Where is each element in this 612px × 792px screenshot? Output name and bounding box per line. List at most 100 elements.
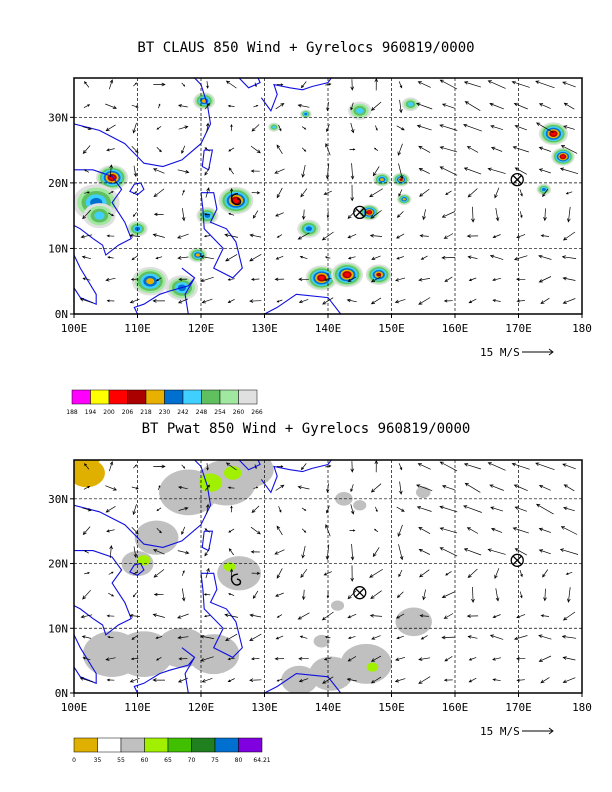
wind-vector [105, 506, 116, 513]
top-panel-title: BT CLAUS 850 Wind + Gyrelocs 960819/0000 [137, 40, 475, 56]
colorbar-level-label: 65 [164, 757, 172, 764]
panel-bottom: 100E 110E 120E 130E 140E 150E 160E 170E 180 0N 10N… [48, 459, 592, 764]
wind-vector [372, 166, 380, 177]
wind-vector [492, 678, 501, 682]
wind-vector [490, 125, 504, 131]
wind-vector [227, 657, 235, 661]
wind-vector [347, 613, 357, 619]
wind-vector [252, 590, 259, 599]
wind-vector [201, 677, 213, 683]
wind-vector [158, 485, 161, 491]
wind-vector [418, 145, 431, 153]
wind-vector [153, 82, 166, 87]
wind-vector [350, 184, 355, 202]
wind-vector [444, 276, 453, 283]
wind-vector [536, 503, 554, 515]
wind-vector [153, 569, 165, 578]
gyre-marker-0 [353, 586, 367, 600]
wind-vector [439, 505, 458, 513]
shaded-feature-21-ring-7 [561, 155, 565, 159]
wind-vector [108, 571, 114, 575]
wind-vector [108, 592, 115, 597]
wind-vector [373, 528, 379, 533]
wind-vector [397, 143, 403, 156]
wind-vector [347, 590, 357, 600]
wind-vector [301, 126, 307, 130]
shaded-feature-13-ring-7 [367, 211, 371, 214]
wind-vector [563, 125, 575, 130]
wind-vector [251, 124, 260, 132]
wind-vector [254, 82, 257, 88]
wind-vector [489, 254, 504, 260]
wind-vector [108, 461, 114, 472]
x-tick-label: 100E [61, 701, 88, 714]
colorbar-level-label: 0 [72, 757, 76, 764]
wind-vector [229, 568, 234, 578]
wind-vector [301, 209, 306, 221]
wind-vector [561, 634, 577, 639]
wind-vector [301, 589, 306, 601]
wind-vector [249, 233, 262, 238]
wind-vector [300, 188, 308, 198]
wind-vector [439, 79, 458, 90]
wind-vector [492, 277, 501, 282]
wind-vector [84, 191, 90, 194]
wind-vector [229, 187, 234, 197]
plot-area [74, 78, 579, 314]
wind-vector [274, 549, 285, 555]
shaded-feature-19-ring-0 [313, 634, 330, 648]
wind-vector [444, 656, 453, 662]
wind-vector [538, 527, 552, 533]
colorbar-level-label: 80 [235, 757, 243, 764]
colorbar-swatch [214, 737, 239, 753]
wind-vector [105, 277, 116, 282]
wind-vector [374, 460, 379, 473]
wind-vector [543, 588, 547, 602]
wind-vector [540, 297, 550, 305]
coastline-9 [264, 673, 342, 693]
x-tick-label: 110E [124, 701, 151, 714]
wind-vector [441, 485, 455, 491]
wind-vector [516, 614, 526, 619]
wind-vector [516, 234, 526, 239]
wind-vector [227, 104, 235, 108]
x-tick-label: 170E [505, 322, 532, 335]
wind-vector [108, 212, 115, 217]
wind-vector [275, 635, 284, 640]
wind-vector [325, 163, 330, 180]
wind-vector [468, 298, 477, 304]
shaded-feature-0-ring-0 [74, 460, 105, 488]
wind-vector [181, 189, 185, 196]
colorbar-swatch [127, 389, 147, 405]
wind-vector [83, 169, 89, 173]
wind-vector [133, 546, 138, 559]
wind-vector [152, 233, 165, 238]
wind-vector [463, 463, 482, 470]
wind-vector [374, 78, 379, 91]
wind-vector [249, 633, 262, 641]
shaded-feature-22-ring-0 [223, 466, 242, 480]
wind-vector [561, 255, 577, 259]
wind-vector [276, 234, 283, 238]
shaded-feature-24-ring-0 [223, 562, 236, 572]
wind-vector [203, 615, 211, 618]
wind-vector [464, 482, 481, 493]
wind-vector [227, 298, 235, 303]
wind-vector [350, 504, 355, 515]
wind-vector [439, 146, 458, 153]
wind-vector [301, 528, 307, 533]
wind-vector [441, 635, 456, 640]
wind-vector [519, 569, 523, 578]
wind-vector [228, 147, 235, 152]
wind-vector [350, 122, 355, 134]
wind-vector [471, 206, 475, 223]
coastline-2 [74, 634, 97, 685]
wind-vector [276, 144, 283, 154]
wind-vector [156, 507, 162, 512]
wind-vector [396, 211, 404, 218]
wind-vector [181, 208, 186, 222]
wind-vector [511, 462, 530, 470]
wind-vector [349, 148, 356, 151]
wind-vector [203, 235, 211, 238]
colorbar-level-label: 35 [94, 757, 102, 764]
